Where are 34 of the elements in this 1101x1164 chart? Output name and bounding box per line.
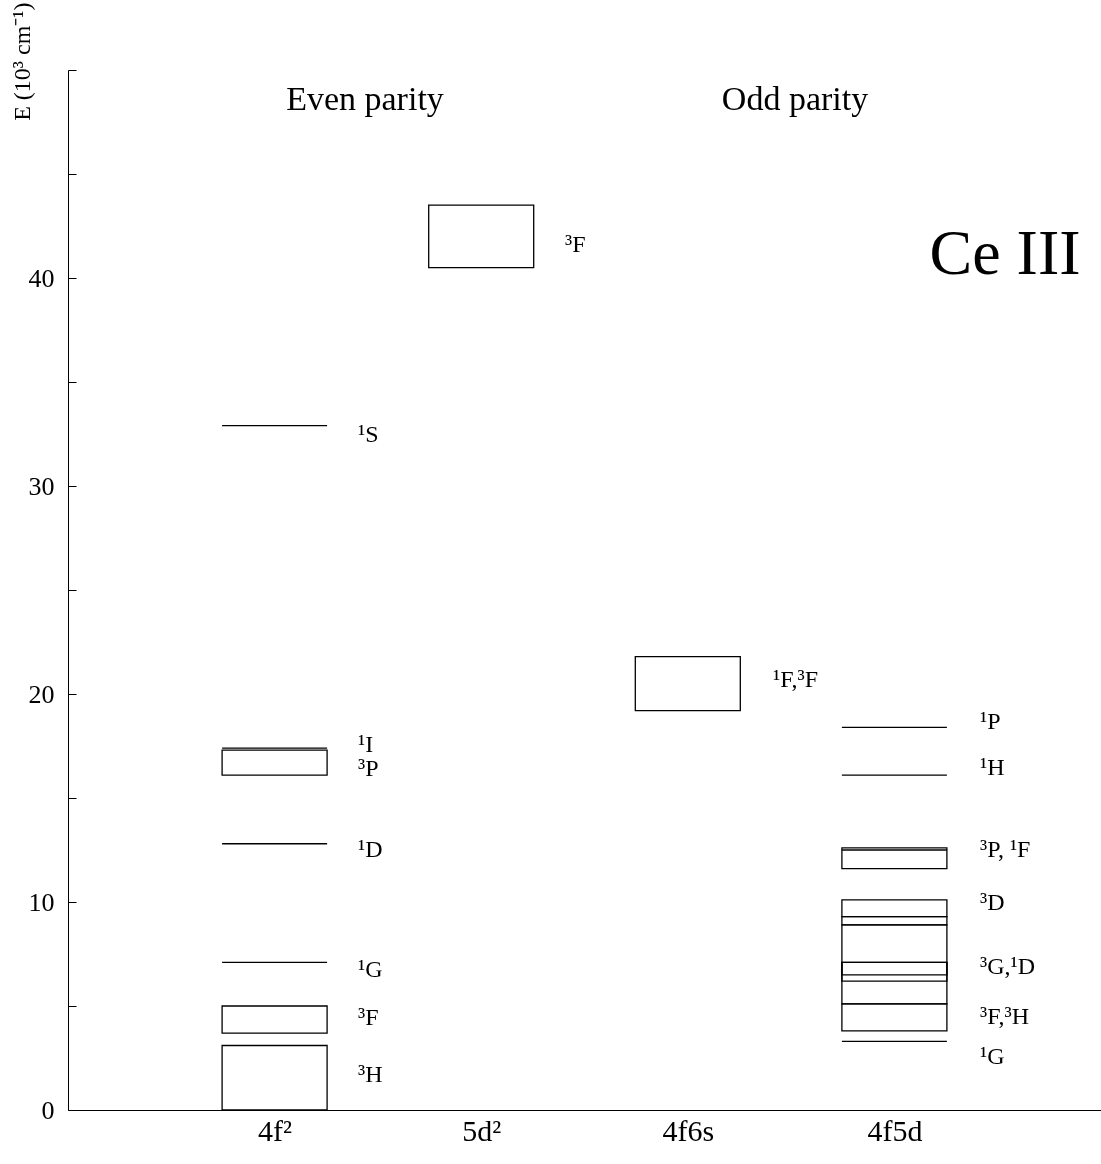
x-tick-label: 4f6s bbox=[662, 1113, 715, 1147]
annotation: ³F,³H bbox=[980, 1003, 1030, 1029]
annotation: ¹P bbox=[980, 708, 1001, 734]
y-tick-label: 20 bbox=[28, 679, 55, 709]
bar bbox=[841, 847, 948, 870]
annotation: Ce III bbox=[929, 217, 1081, 288]
bar bbox=[634, 655, 741, 712]
annotation: ¹H bbox=[980, 754, 1005, 780]
annotation: ¹F,³F bbox=[773, 666, 819, 692]
annotation: ³P, ¹F bbox=[980, 836, 1031, 862]
y-tick-label: 30 bbox=[28, 471, 55, 501]
x-tick-label: 4f² bbox=[258, 1113, 293, 1147]
y-tick-label: 10 bbox=[28, 887, 55, 917]
annotation: ¹S bbox=[358, 421, 379, 447]
annotation: ³H bbox=[358, 1061, 383, 1087]
annotation: ³D bbox=[980, 889, 1005, 915]
annotation: ³F bbox=[358, 1004, 379, 1030]
y-tick-label: 0 bbox=[41, 1095, 55, 1125]
x-tick-label: 4f5d bbox=[867, 1113, 923, 1147]
bar bbox=[221, 749, 328, 776]
x-tick-label: 5d² bbox=[462, 1113, 502, 1147]
y-tick-label: 40 bbox=[28, 263, 55, 293]
bar bbox=[428, 204, 535, 269]
annotation: ³F bbox=[565, 231, 586, 257]
annotation: ¹I bbox=[358, 731, 374, 757]
annotation: Even parity bbox=[286, 80, 444, 117]
annotation: ¹G bbox=[980, 1043, 1005, 1069]
y-axis-title: E (10³ cm⁻¹) bbox=[8, 2, 35, 121]
annotation: ³G,¹D bbox=[980, 953, 1036, 979]
annotation: ³P bbox=[358, 755, 379, 781]
annotation: ¹D bbox=[358, 836, 383, 862]
annotation: ¹G bbox=[358, 956, 383, 982]
bar bbox=[221, 1005, 328, 1034]
annotation: Odd parity bbox=[721, 80, 869, 117]
